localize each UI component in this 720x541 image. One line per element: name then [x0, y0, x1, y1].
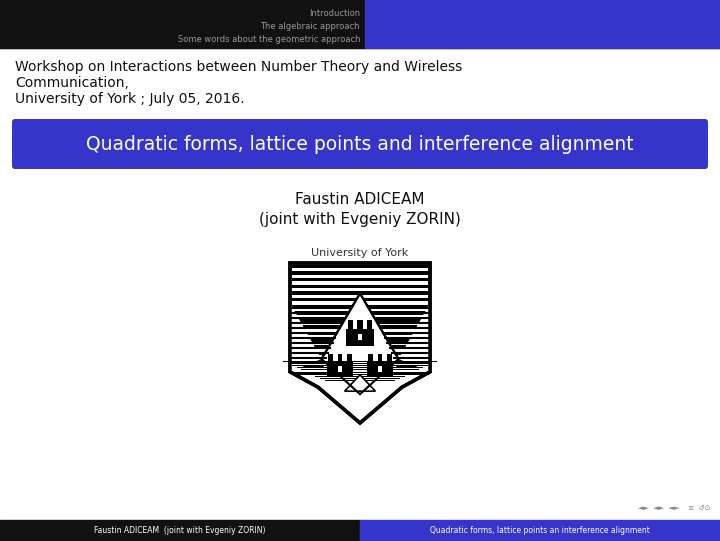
Bar	[283, 361, 437, 362]
Bar	[292, 278, 428, 281]
Bar	[297, 367, 423, 368]
Bar	[360, 520, 720, 541]
Text: Workshop on Interactions between Number Theory and Wireless: Workshop on Interactions between Number …	[15, 60, 462, 74]
Bar	[292, 265, 428, 268]
Bar	[311, 374, 409, 375]
Text: (joint with Evgeniy ZORIN): (joint with Evgeniy ZORIN)	[259, 212, 461, 227]
Bar	[325, 380, 395, 381]
Polygon shape	[322, 359, 398, 418]
Bar	[292, 352, 428, 355]
FancyBboxPatch shape	[12, 119, 708, 169]
Bar	[367, 320, 372, 330]
Bar	[357, 320, 363, 330]
Bar	[292, 358, 428, 362]
Bar	[292, 312, 428, 315]
Text: Faustin ADICEAM: Faustin ADICEAM	[295, 192, 425, 207]
Bar	[292, 298, 428, 301]
Text: ◄►  ◄►  ◄►    ≡  ↺⊙: ◄► ◄► ◄► ≡ ↺⊙	[638, 505, 710, 511]
Text: University of York: University of York	[311, 248, 409, 258]
Bar	[292, 365, 428, 366]
Bar	[387, 354, 392, 363]
Bar	[346, 329, 374, 346]
Bar	[378, 354, 382, 363]
Bar	[306, 372, 414, 373]
Bar	[292, 318, 428, 321]
Bar	[369, 354, 373, 363]
Text: University of York ; July 05, 2016.: University of York ; July 05, 2016.	[15, 92, 245, 106]
Bar	[347, 354, 351, 363]
Text: Quadratic forms, lattice points and interference alignment: Quadratic forms, lattice points and inte…	[86, 135, 634, 154]
Bar	[348, 320, 353, 330]
Text: Faustin ADICEAM  (joint with Evgeniy ZORIN): Faustin ADICEAM (joint with Evgeniy ZORI…	[94, 526, 266, 535]
Text: The algebraic approach: The algebraic approach	[261, 22, 360, 31]
Polygon shape	[345, 375, 375, 391]
Bar	[292, 305, 428, 308]
Bar	[292, 271, 428, 275]
Bar	[328, 354, 333, 363]
Bar	[338, 354, 342, 363]
Text: Quadratic forms, lattice points an interference alignment: Quadratic forms, lattice points an inter…	[430, 526, 650, 535]
Bar	[292, 325, 428, 328]
Polygon shape	[290, 303, 322, 372]
Polygon shape	[290, 263, 430, 423]
Bar	[292, 345, 428, 348]
Text: Introduction: Introduction	[309, 9, 360, 18]
Text: Some words about the geometric approach: Some words about the geometric approach	[178, 35, 360, 44]
Bar	[320, 378, 400, 379]
Bar	[292, 285, 428, 288]
Bar	[359, 334, 361, 340]
Polygon shape	[322, 293, 398, 394]
Bar	[0, 0, 365, 48]
Bar	[315, 376, 405, 377]
Bar	[292, 372, 428, 375]
Bar	[365, 0, 720, 48]
Bar	[292, 332, 428, 335]
Bar	[327, 362, 353, 376]
Bar	[379, 366, 382, 372]
Bar	[302, 370, 418, 371]
Bar	[292, 338, 428, 341]
Polygon shape	[398, 303, 430, 372]
Bar	[0, 520, 360, 541]
Bar	[292, 291, 428, 295]
Text: Communication,: Communication,	[15, 76, 129, 90]
Bar	[292, 365, 428, 368]
Bar	[338, 366, 341, 372]
Bar	[287, 363, 433, 364]
Bar	[367, 362, 393, 376]
